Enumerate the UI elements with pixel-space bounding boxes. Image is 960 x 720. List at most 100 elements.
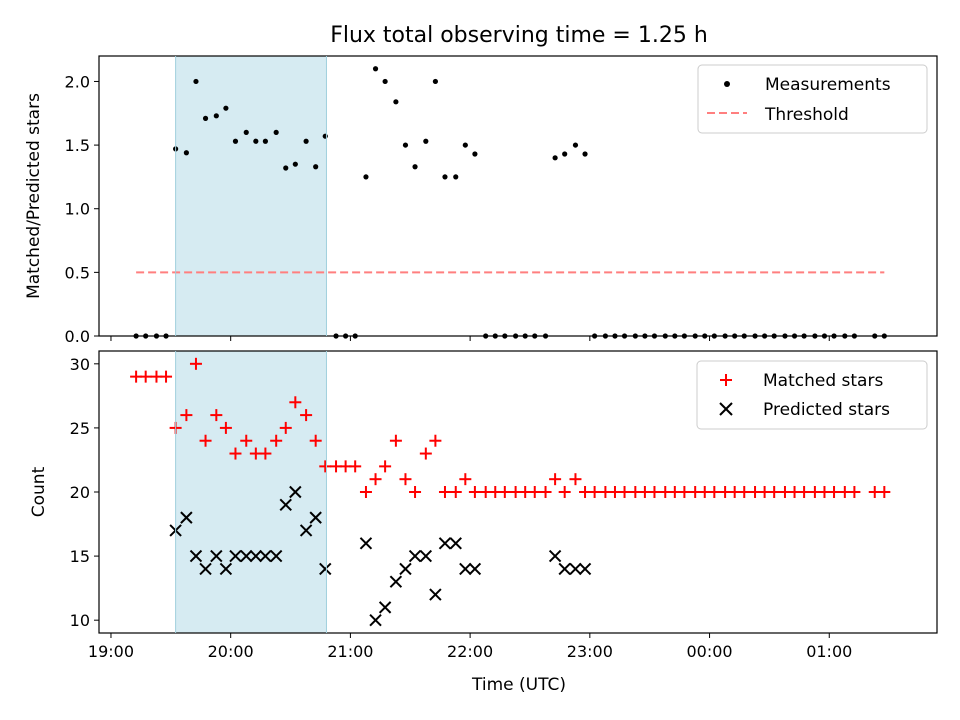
predicted-star-point [279,498,292,512]
measurement-point [572,142,579,148]
predicted-star-point [219,562,233,576]
legend-measurements-marker [724,81,730,87]
matched-star-point [359,486,372,498]
predicted-star-point [249,549,263,563]
legend-measurements-label: Measurements [765,75,891,95]
matched-star-point [349,460,362,473]
predicted-star-point [459,562,472,576]
matched-star-point [219,421,232,434]
predicted-star-point [468,562,482,576]
top-legend-box [697,64,928,134]
matched-star-point [300,409,313,422]
matched-star-point [768,486,781,498]
measurement-point [552,155,558,161]
matched-star-point [468,486,481,498]
legend-threshold-label: Threshold [764,105,849,125]
measurement-point [273,129,279,135]
bottom-ytick-label: 30 [70,355,90,374]
predicted-star-point [578,562,592,576]
xtick-label: 00:00 [686,642,732,661]
measurement-point [562,151,568,157]
predicted-star-point [289,485,302,499]
matched-star-point [558,486,571,498]
matched-star-point [798,486,811,498]
predicted-star-point [269,549,283,563]
xtick-label: 01:00 [806,642,852,661]
xtick-label: 19:00 [88,642,134,661]
predicted-star-point [429,588,442,601]
predicted-star-point [389,575,403,588]
matched-star-point [678,486,691,498]
top-ytick-label: 0.5 [65,263,90,282]
matched-star-point [240,434,253,447]
predicted-star-point [399,562,412,576]
predicted-star-point [419,549,433,563]
matched-star-point [549,473,562,486]
legend-matched-marker [720,374,732,386]
top-ytick-label: 1.0 [65,200,90,219]
bottom-legend: Matched stars Predicted stars [696,360,928,430]
matched-star-point [289,396,302,409]
matched-star-point [528,486,541,498]
matched-star-point [569,473,582,486]
matched-star-point [309,434,322,447]
matched-star-point [189,357,202,370]
top-plot-frame [98,55,938,337]
top-shaded-span [175,56,327,336]
matched-star-point [459,473,472,486]
matched-star-point [828,486,841,498]
top-ytick-label: 2.0 [65,72,90,91]
matched-star-point [429,434,442,447]
legend-predicted-marker [719,402,733,416]
matched-star-point [708,486,721,498]
matched-star-point [389,434,402,447]
matched-star-point [438,486,451,498]
bottom-ytick-label: 25 [70,419,90,438]
measurement-point [292,161,298,167]
predicted-star-point [408,549,422,563]
measurement-point [423,138,429,144]
measurement-point [363,174,369,180]
matched-star-point [210,409,223,422]
predicted-star-point [438,537,452,550]
top-ytick-label: 1.5 [65,136,90,155]
predicted-star-point [449,537,462,550]
measurement-point [232,138,239,144]
matched-star-point [399,473,412,486]
measurement-point [183,150,189,156]
matched-star-point [180,409,193,422]
predicted-star-point [359,537,373,550]
xtick-label: 20:00 [208,642,254,661]
bottom-ytick-label: 20 [70,483,90,502]
measurement-point [412,164,418,170]
matched-star-point [539,486,552,498]
matched-star-point [648,486,661,498]
top-ytick-label: 0.0 [65,327,90,346]
matched-star-point [498,486,511,498]
xtick-label: 22:00 [447,642,493,661]
bottom-shaded-span [175,351,327,633]
matched-star-point [279,421,292,434]
predicted-star-point [558,562,571,576]
top-legend: Measurements Threshold [697,64,928,134]
measurement-point [303,138,309,144]
measurement-point [322,133,328,139]
bottom-ytick-label: 10 [70,611,90,630]
measurement-point [382,78,388,85]
matched-star-point [160,370,173,383]
measurement-point [472,151,478,157]
measurement-point [213,113,219,119]
predicted-star-point [548,549,562,563]
measurement-point [582,151,588,157]
predicted-star-point [210,549,223,563]
matched-star-point [319,460,332,473]
matched-star-point [139,370,152,383]
matched-star-point [738,486,751,498]
top-ylabel: Matched/Predicted stars [24,93,44,299]
measurement-point [402,142,409,148]
measurement-point [462,142,468,148]
matched-star-point [848,486,861,498]
predicted-star-point [369,613,382,627]
bottom-ylabel: Count [29,466,49,517]
